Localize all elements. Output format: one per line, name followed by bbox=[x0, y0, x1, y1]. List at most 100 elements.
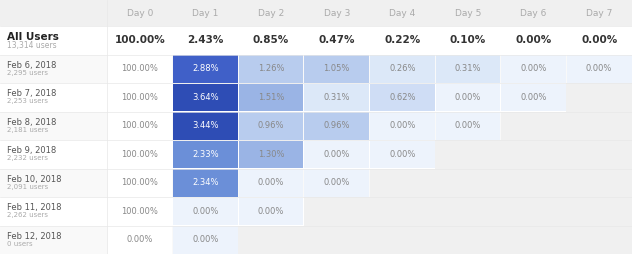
Bar bbox=[239, 26, 303, 54]
Bar bbox=[0, 168, 632, 197]
Text: 100.00%: 100.00% bbox=[121, 93, 158, 102]
Bar bbox=[239, 198, 303, 225]
Text: 100.00%: 100.00% bbox=[114, 35, 165, 45]
Bar bbox=[239, 55, 303, 83]
Text: Feb 9, 2018: Feb 9, 2018 bbox=[7, 146, 56, 155]
Bar bbox=[566, 112, 632, 140]
Text: Day 7: Day 7 bbox=[586, 8, 612, 18]
Bar bbox=[370, 140, 435, 168]
Bar bbox=[435, 168, 501, 197]
Bar bbox=[501, 226, 566, 254]
Bar bbox=[305, 26, 369, 54]
Text: 0.62%: 0.62% bbox=[389, 93, 416, 102]
Text: 0.31%: 0.31% bbox=[454, 64, 481, 73]
Text: 1.05%: 1.05% bbox=[324, 64, 350, 73]
Bar bbox=[501, 112, 566, 140]
Bar bbox=[107, 112, 172, 139]
Bar bbox=[239, 112, 303, 139]
Text: 0.00%: 0.00% bbox=[192, 235, 219, 244]
Text: Day 2: Day 2 bbox=[258, 8, 284, 18]
Bar bbox=[501, 26, 566, 54]
Text: 0.00%: 0.00% bbox=[520, 93, 547, 102]
Bar bbox=[107, 169, 172, 197]
Text: 0.10%: 0.10% bbox=[450, 35, 486, 45]
Bar bbox=[370, 168, 435, 197]
Bar bbox=[0, 55, 632, 83]
Text: 0.00%: 0.00% bbox=[455, 93, 481, 102]
Text: Feb 8, 2018: Feb 8, 2018 bbox=[7, 118, 56, 127]
Text: 2,091 users: 2,091 users bbox=[7, 184, 48, 190]
Text: 0.96%: 0.96% bbox=[258, 121, 284, 130]
Bar bbox=[0, 26, 632, 55]
Text: 0.00%: 0.00% bbox=[192, 207, 219, 216]
Text: 0.47%: 0.47% bbox=[319, 35, 355, 45]
Text: 0.00%: 0.00% bbox=[586, 64, 612, 73]
Text: 0.85%: 0.85% bbox=[253, 35, 289, 45]
Bar bbox=[566, 168, 632, 197]
Text: Day 4: Day 4 bbox=[389, 8, 415, 18]
Bar bbox=[370, 84, 435, 111]
Text: 3.64%: 3.64% bbox=[192, 93, 219, 102]
Text: Feb 12, 2018: Feb 12, 2018 bbox=[7, 232, 61, 241]
Text: 1.51%: 1.51% bbox=[258, 93, 284, 102]
Bar bbox=[435, 112, 501, 139]
Bar bbox=[107, 198, 172, 225]
Bar bbox=[305, 84, 369, 111]
Text: 2,181 users: 2,181 users bbox=[7, 127, 48, 133]
Text: Feb 10, 2018: Feb 10, 2018 bbox=[7, 175, 61, 184]
Text: 2,253 users: 2,253 users bbox=[7, 98, 48, 104]
Text: All Users: All Users bbox=[7, 32, 59, 42]
Text: 0.31%: 0.31% bbox=[324, 93, 350, 102]
Bar bbox=[239, 169, 303, 197]
Bar bbox=[173, 140, 238, 168]
Bar bbox=[435, 140, 501, 168]
Bar bbox=[501, 140, 566, 168]
Text: 0.00%: 0.00% bbox=[389, 150, 415, 159]
Bar bbox=[305, 112, 369, 139]
Bar bbox=[501, 197, 566, 226]
Bar bbox=[566, 140, 632, 168]
Bar bbox=[107, 26, 172, 54]
Bar bbox=[566, 83, 632, 112]
Bar bbox=[107, 226, 172, 253]
Text: Day 3: Day 3 bbox=[324, 8, 350, 18]
Text: Feb 7, 2018: Feb 7, 2018 bbox=[7, 89, 56, 98]
Text: 0.00%: 0.00% bbox=[126, 235, 153, 244]
Bar bbox=[566, 226, 632, 254]
Text: 2,262 users: 2,262 users bbox=[7, 212, 48, 218]
Text: 0.00%: 0.00% bbox=[520, 64, 547, 73]
Bar bbox=[435, 55, 501, 83]
Bar bbox=[567, 55, 631, 83]
Bar bbox=[239, 140, 303, 168]
Bar bbox=[305, 169, 369, 197]
Bar bbox=[239, 84, 303, 111]
Bar bbox=[304, 197, 370, 226]
Text: 13,314 users: 13,314 users bbox=[7, 41, 57, 50]
Bar bbox=[0, 83, 632, 112]
Text: Day 0: Day 0 bbox=[126, 8, 153, 18]
Text: 1.30%: 1.30% bbox=[258, 150, 284, 159]
Bar bbox=[173, 226, 238, 253]
Bar bbox=[370, 26, 435, 54]
Bar bbox=[370, 226, 435, 254]
Bar bbox=[566, 197, 632, 226]
Text: 100.00%: 100.00% bbox=[121, 207, 158, 216]
Bar bbox=[0, 197, 632, 226]
Bar bbox=[173, 198, 238, 225]
Text: 100.00%: 100.00% bbox=[121, 150, 158, 159]
Bar bbox=[107, 55, 172, 83]
Bar bbox=[305, 140, 369, 168]
Text: 0.00%: 0.00% bbox=[258, 178, 284, 187]
Text: 3.44%: 3.44% bbox=[192, 121, 219, 130]
Bar bbox=[304, 226, 370, 254]
Bar bbox=[501, 84, 566, 111]
Bar bbox=[435, 84, 501, 111]
Text: 0.26%: 0.26% bbox=[389, 64, 416, 73]
Bar bbox=[173, 26, 238, 54]
Bar bbox=[0, 140, 632, 168]
Text: 2,232 users: 2,232 users bbox=[7, 155, 48, 161]
Text: 0.00%: 0.00% bbox=[581, 35, 617, 45]
Text: 2.88%: 2.88% bbox=[192, 64, 219, 73]
Bar bbox=[0, 112, 632, 140]
Bar bbox=[173, 169, 238, 197]
